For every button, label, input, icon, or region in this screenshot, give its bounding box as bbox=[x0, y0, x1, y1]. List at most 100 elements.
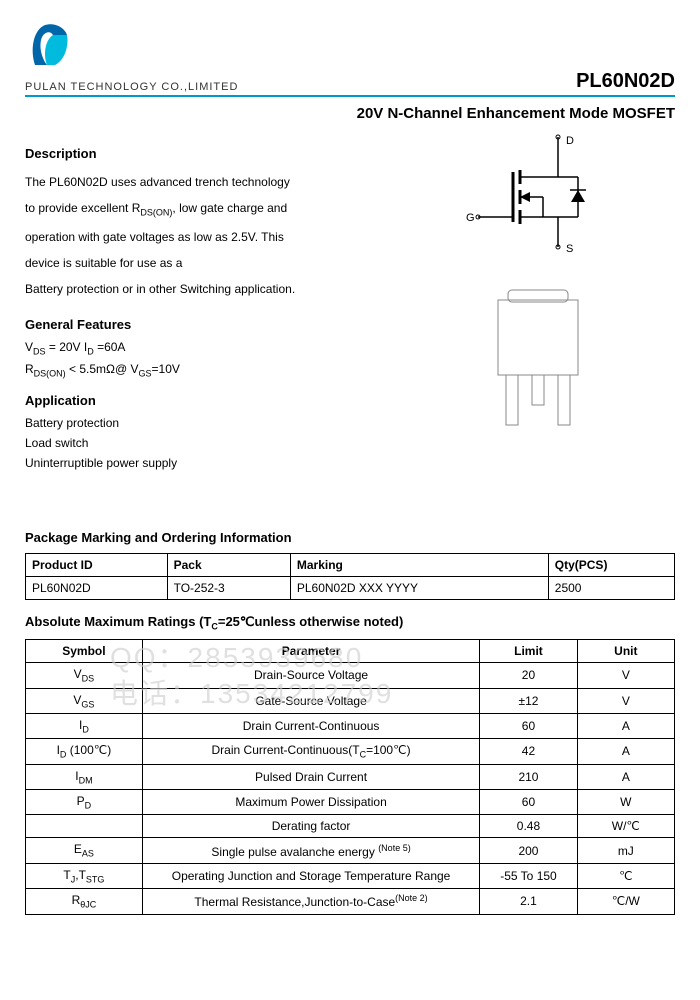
logo-area bbox=[25, 20, 675, 70]
table-row: VGSGate-Source Voltage±12V bbox=[26, 688, 675, 713]
description-title: Description bbox=[25, 146, 415, 161]
pkg-c3: PL60N02D XXX YYYY bbox=[290, 576, 548, 599]
table-row: Derating factor0.48W/℃ bbox=[26, 815, 675, 838]
r-h4: Unit bbox=[577, 640, 674, 663]
limit-cell: 2.1 bbox=[480, 889, 577, 914]
table-row: IDDrain Current-Continuous60A bbox=[26, 713, 675, 738]
f2b: < 5.5mΩ@ V bbox=[66, 362, 139, 376]
part-number: PL60N02D bbox=[576, 70, 675, 93]
param-cell: Drain Current-Continuous(TC=100℃) bbox=[142, 739, 479, 764]
symbol-cell: EAS bbox=[26, 838, 143, 863]
mosfet-schematic-icon: D G S bbox=[448, 132, 628, 262]
limit-cell: 60 bbox=[480, 713, 577, 738]
limit-cell: 200 bbox=[480, 838, 577, 863]
source-label: S bbox=[566, 243, 573, 255]
limit-cell: 60 bbox=[480, 790, 577, 815]
unit-cell: V bbox=[577, 663, 674, 688]
r-h1: Symbol bbox=[26, 640, 143, 663]
package-outline-icon bbox=[478, 285, 598, 435]
limit-cell: 42 bbox=[480, 739, 577, 764]
ratings-table: Symbol Parameter Limit Unit VDSDrain-Sou… bbox=[25, 639, 675, 915]
f1a: V bbox=[25, 340, 33, 354]
f2a: R bbox=[25, 362, 34, 376]
param-cell: Derating factor bbox=[142, 815, 479, 838]
symbol-cell: RθJC bbox=[26, 889, 143, 914]
table-row: VDSDrain-Source Voltage20V bbox=[26, 663, 675, 688]
company-name: PULAN TECHNOLOGY CO.,LIMITED bbox=[25, 81, 238, 93]
pkg-h2: Pack bbox=[167, 553, 290, 576]
symbol-cell: ID (100℃) bbox=[26, 739, 143, 764]
limit-cell: 0.48 bbox=[480, 815, 577, 838]
pkg-h1: Product ID bbox=[26, 553, 168, 576]
param-cell: Gate-Source Voltage bbox=[142, 688, 479, 713]
f2c: =10V bbox=[152, 362, 180, 376]
r-h3: Limit bbox=[480, 640, 577, 663]
f1c: =60A bbox=[94, 340, 126, 354]
table-row: PDMaximum Power Dissipation60W bbox=[26, 790, 675, 815]
limit-cell: -55 To 150 bbox=[480, 863, 577, 888]
pkg-h4: Qty(PCS) bbox=[548, 553, 674, 576]
features-title: General Features bbox=[25, 317, 415, 332]
header-line: PULAN TECHNOLOGY CO.,LIMITED PL60N02D bbox=[25, 70, 675, 97]
param-cell: Thermal Resistance,Junction-to-Case(Note… bbox=[142, 889, 479, 914]
table-row: ID (100℃)Drain Current-Continuous(TC=100… bbox=[26, 739, 675, 764]
param-cell: Single pulse avalanche energy (Note 5) bbox=[142, 838, 479, 863]
unit-cell: A bbox=[577, 739, 674, 764]
drain-label: D bbox=[566, 135, 574, 147]
desc-l2b: , low gate charge and bbox=[172, 201, 287, 215]
packaging-table: Product ID Pack Marking Qty(PCS) PL60N02… bbox=[25, 553, 675, 600]
unit-cell: V bbox=[577, 688, 674, 713]
desc-l5: Battery protection or in other Switching… bbox=[25, 282, 295, 296]
desc-l3: operation with gate voltages as low as 2… bbox=[25, 230, 284, 244]
table-row: IDMPulsed Drain Current210A bbox=[26, 764, 675, 789]
desc-l1: The PL60N02D uses advanced trench techno… bbox=[25, 175, 290, 189]
application-title: Application bbox=[25, 393, 415, 408]
symbol-cell: VDS bbox=[26, 663, 143, 688]
unit-cell: mJ bbox=[577, 838, 674, 863]
table-row: EASSingle pulse avalanche energy (Note 5… bbox=[26, 838, 675, 863]
param-cell: Drain-Source Voltage bbox=[142, 663, 479, 688]
unit-cell: W/℃ bbox=[577, 815, 674, 838]
symbol-cell: PD bbox=[26, 790, 143, 815]
symbol-cell: ID bbox=[26, 713, 143, 738]
symbol-cell: TJ,TSTG bbox=[26, 863, 143, 888]
packaging-title: Package Marking and Ordering Information bbox=[25, 530, 675, 545]
unit-cell: A bbox=[577, 764, 674, 789]
app3: Uninterruptible power supply bbox=[25, 456, 415, 470]
symbol-cell: VGS bbox=[26, 688, 143, 713]
pkg-c2: TO-252-3 bbox=[167, 576, 290, 599]
symbol-cell bbox=[26, 815, 143, 838]
ratings-title: Absolute Maximum Ratings (TC=25℃unless o… bbox=[25, 614, 675, 632]
pkg-c1: PL60N02D bbox=[26, 576, 168, 599]
table-row: RθJCThermal Resistance,Junction-to-Case(… bbox=[26, 889, 675, 914]
unit-cell: ℃ bbox=[577, 863, 674, 888]
pkg-c4: 2500 bbox=[548, 576, 674, 599]
application-list: Battery protection Load switch Uninterru… bbox=[25, 416, 415, 470]
rt-b: =25℃unless otherwise noted) bbox=[218, 614, 403, 629]
symbol-cell: IDM bbox=[26, 764, 143, 789]
table-row: TJ,TSTGOperating Junction and Storage Te… bbox=[26, 863, 675, 888]
app2: Load switch bbox=[25, 436, 415, 450]
param-cell: Maximum Power Dissipation bbox=[142, 790, 479, 815]
unit-cell: ℃/W bbox=[577, 889, 674, 914]
subtitle: 20V N-Channel Enhancement Mode MOSFET bbox=[25, 105, 675, 122]
description-text: The PL60N02D uses advanced trench techno… bbox=[25, 169, 415, 303]
r-h2: Parameter bbox=[142, 640, 479, 663]
gate-label: G bbox=[466, 212, 475, 224]
app1: Battery protection bbox=[25, 416, 415, 430]
pkg-h3: Marking bbox=[290, 553, 548, 576]
param-cell: Drain Current-Continuous bbox=[142, 713, 479, 738]
company-logo-icon bbox=[25, 20, 75, 70]
rt-a: Absolute Maximum Ratings (T bbox=[25, 614, 211, 629]
features-list: VDS = 20V ID =60A RDS(ON) < 5.5mΩ@ VGS=1… bbox=[25, 340, 415, 379]
limit-cell: ±12 bbox=[480, 688, 577, 713]
limit-cell: 210 bbox=[480, 764, 577, 789]
desc-l2a: to provide excellent R bbox=[25, 201, 140, 215]
desc-l4: device is suitable for use as a bbox=[25, 256, 182, 270]
param-cell: Operating Junction and Storage Temperatu… bbox=[142, 863, 479, 888]
unit-cell: A bbox=[577, 713, 674, 738]
f1b: = 20V I bbox=[46, 340, 88, 354]
unit-cell: W bbox=[577, 790, 674, 815]
param-cell: Pulsed Drain Current bbox=[142, 764, 479, 789]
limit-cell: 20 bbox=[480, 663, 577, 688]
